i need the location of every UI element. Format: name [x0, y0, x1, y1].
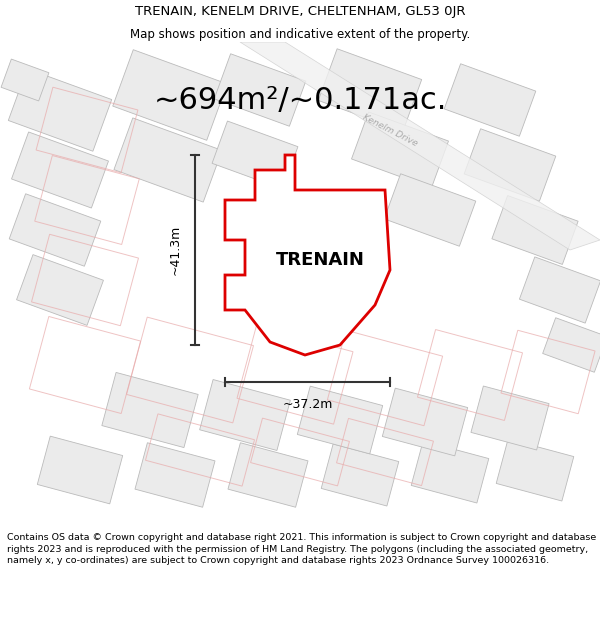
Polygon shape [212, 121, 298, 189]
Polygon shape [520, 257, 600, 323]
Text: TRENAIN: TRENAIN [275, 251, 364, 269]
Polygon shape [214, 54, 306, 126]
Polygon shape [319, 49, 422, 131]
Polygon shape [11, 132, 109, 208]
Polygon shape [114, 118, 222, 202]
Polygon shape [492, 196, 578, 264]
Polygon shape [37, 436, 122, 504]
Polygon shape [200, 379, 290, 451]
Polygon shape [8, 69, 112, 151]
Text: ~37.2m: ~37.2m [283, 398, 332, 411]
Text: ~694m²/~0.171ac.: ~694m²/~0.171ac. [154, 86, 446, 114]
Polygon shape [496, 439, 574, 501]
Polygon shape [444, 64, 536, 136]
Text: TRENAIN, KENELM DRIVE, CHELTENHAM, GL53 0JR: TRENAIN, KENELM DRIVE, CHELTENHAM, GL53 … [135, 5, 465, 18]
Polygon shape [471, 386, 549, 450]
Text: Kenelm Drive: Kenelm Drive [361, 112, 419, 148]
Text: Map shows position and indicative extent of the property.: Map shows position and indicative extent… [130, 28, 470, 41]
Polygon shape [240, 42, 600, 250]
Polygon shape [17, 254, 103, 326]
Polygon shape [384, 174, 476, 246]
Polygon shape [382, 388, 467, 456]
Text: ~41.3m: ~41.3m [169, 225, 182, 275]
Polygon shape [321, 444, 399, 506]
Polygon shape [542, 318, 600, 372]
Polygon shape [135, 442, 215, 508]
Polygon shape [102, 372, 198, 448]
Polygon shape [228, 442, 308, 508]
Polygon shape [464, 129, 556, 201]
Polygon shape [352, 112, 448, 188]
Polygon shape [1, 59, 49, 101]
Polygon shape [113, 50, 227, 140]
Polygon shape [298, 386, 383, 454]
Polygon shape [225, 155, 390, 355]
Text: Contains OS data © Crown copyright and database right 2021. This information is : Contains OS data © Crown copyright and d… [7, 533, 596, 566]
Polygon shape [411, 441, 489, 503]
Polygon shape [9, 194, 101, 266]
